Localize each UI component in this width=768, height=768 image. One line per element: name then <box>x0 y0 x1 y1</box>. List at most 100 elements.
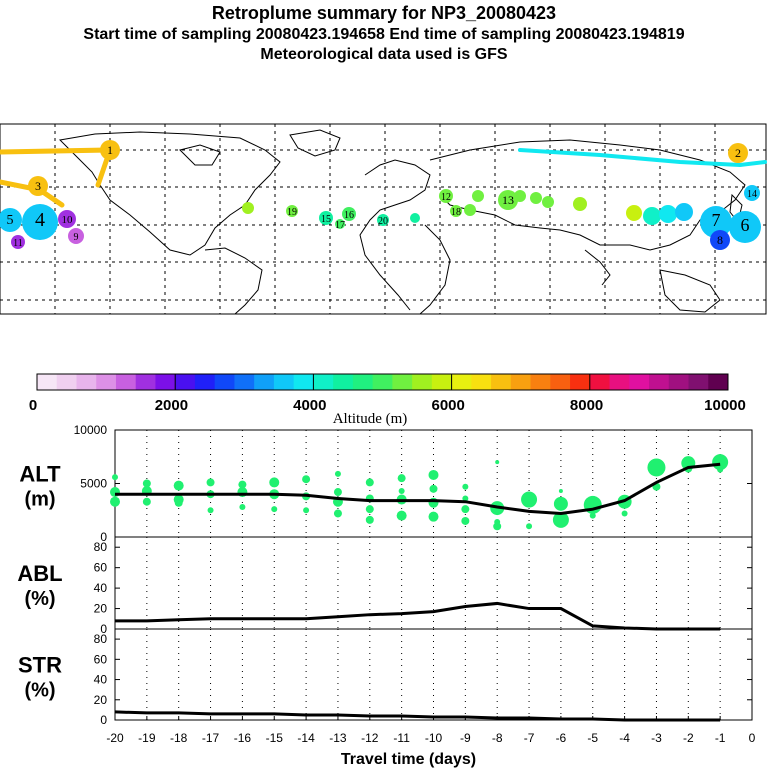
plume-point <box>110 496 120 507</box>
plume-marker-label: 5 <box>7 213 14 228</box>
plume-marker <box>710 230 730 250</box>
plume-point <box>396 510 407 521</box>
plume-point <box>206 478 215 487</box>
plume-point <box>558 488 563 493</box>
x-tick-label: -1 <box>715 731 726 745</box>
colorbar-cell <box>688 374 709 390</box>
met-data-note: Meteorological data used is GFS <box>260 46 508 63</box>
colorbar-cell <box>96 374 117 390</box>
plume-point <box>303 507 310 514</box>
x-tick-label: -9 <box>460 731 471 745</box>
plume-marker-label: 1 <box>107 143 113 157</box>
coast-hudson-bay <box>179 144 221 166</box>
coast-australia <box>659 269 721 313</box>
x-tick-label: -12 <box>361 731 379 745</box>
x-tick-label: -14 <box>297 731 315 745</box>
x-tick-label: -19 <box>138 731 156 745</box>
y-tick-label: 40 <box>94 673 108 687</box>
plume-point <box>429 484 438 493</box>
plume-point <box>271 506 278 513</box>
plume-point <box>461 505 470 514</box>
y-tick-label: 40 <box>94 581 108 595</box>
plume-point <box>462 495 469 502</box>
colorbar-cell <box>491 374 512 390</box>
coast-europe-africa <box>359 159 431 311</box>
colorbar-cell <box>392 374 413 390</box>
y-tick-label: 10000 <box>74 423 108 437</box>
plume-marker <box>439 189 453 203</box>
plume-marker <box>729 211 761 243</box>
plume-point <box>552 511 569 528</box>
plume-marker-label: 4 <box>35 209 45 231</box>
map-grid <box>0 124 766 314</box>
line-panels: 0500010000ALT(m)020406080ABL(%)020406080… <box>17 423 755 768</box>
x-tick-label: -15 <box>266 731 284 745</box>
plume-point <box>428 511 439 522</box>
colorbar-cell <box>372 374 393 390</box>
plume-marker <box>700 206 732 238</box>
x-tick-label: -13 <box>329 731 347 745</box>
colorbar-cell <box>609 374 630 390</box>
plume-marker <box>11 235 25 249</box>
plume-marker-extra <box>410 213 420 223</box>
sampling-times: Start time of sampling 20080423.194658 E… <box>83 26 685 43</box>
coast-india <box>584 249 611 286</box>
x-tick-label: -3 <box>651 731 662 745</box>
plume-point <box>173 480 184 491</box>
coast-east-africa <box>419 224 451 315</box>
plume-point <box>238 480 247 489</box>
plume-marker-extra <box>675 203 693 221</box>
colorbar-cell <box>135 374 156 390</box>
colorbar-cell <box>708 374 729 390</box>
plume-marker <box>100 140 120 160</box>
plume-point <box>112 474 118 481</box>
plume-point <box>302 475 311 484</box>
plume-marker-label: 15 <box>321 214 331 225</box>
colorbar-label: Altitude (m) <box>333 411 408 427</box>
colorbar-cell <box>530 374 551 390</box>
plume-marker-label: 10 <box>62 214 74 226</box>
plume-marker-extra <box>242 202 254 214</box>
plume-point <box>142 497 151 506</box>
plume-marker-extra <box>626 205 642 221</box>
plume-point <box>589 512 596 519</box>
plume-point <box>647 458 666 477</box>
plume-marker <box>319 211 333 225</box>
y-tick-label: 0 <box>100 622 107 636</box>
plume-marker-extra <box>659 205 677 223</box>
plume-marker-label: 2 <box>735 146 741 160</box>
coast-greenland <box>289 129 341 157</box>
colorbar-cell <box>431 374 453 390</box>
x-tick-label: -18 <box>170 731 188 745</box>
plume-marker-label: 9 <box>74 232 79 243</box>
plume-marker <box>728 143 748 163</box>
panel-unit: (%) <box>24 680 55 702</box>
plume-point <box>717 466 724 473</box>
plume-point <box>521 491 538 508</box>
y-tick-label: 60 <box>94 561 108 575</box>
x-tick-label: -4 <box>619 731 630 745</box>
x-tick-label: -6 <box>556 731 567 745</box>
colorbar-cell <box>155 374 176 390</box>
x-tick-label: -11 <box>393 731 410 745</box>
plume-marker-extra <box>573 197 587 211</box>
colorbar-tick: 8000 <box>570 397 603 414</box>
plume-marker <box>498 190 518 210</box>
plume-point <box>398 487 405 494</box>
plume-point <box>553 496 568 511</box>
y-tick-label: 80 <box>94 632 108 646</box>
plume-marker-label: 18 <box>451 207 461 218</box>
colorbar-cell <box>234 374 255 390</box>
y-tick-label: 0 <box>100 713 107 727</box>
plume-point <box>462 483 469 490</box>
colorbar-cell <box>570 374 591 390</box>
plume-marker-label: 16 <box>344 210 354 221</box>
plume-point <box>365 505 374 514</box>
plume-point <box>397 474 406 483</box>
colorbar-cell <box>273 374 295 390</box>
plume-point <box>239 504 246 511</box>
series-line-abl <box>115 601 721 631</box>
plume-point <box>428 469 439 480</box>
